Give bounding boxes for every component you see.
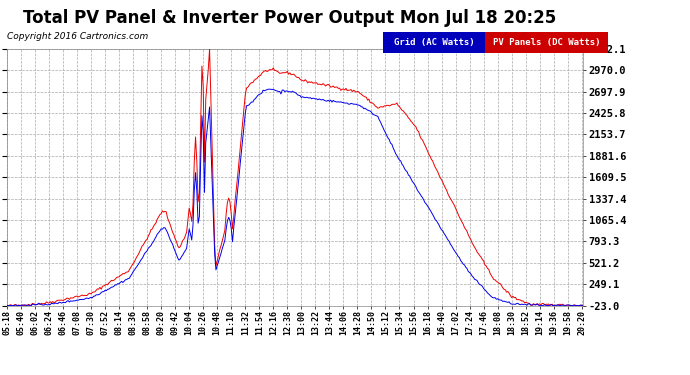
Text: Grid (AC Watts): Grid (AC Watts) [394,38,474,47]
Text: Copyright 2016 Cartronics.com: Copyright 2016 Cartronics.com [7,32,148,41]
Text: PV Panels (DC Watts): PV Panels (DC Watts) [493,38,600,47]
Text: Total PV Panel & Inverter Power Output Mon Jul 18 20:25: Total PV Panel & Inverter Power Output M… [23,9,556,27]
